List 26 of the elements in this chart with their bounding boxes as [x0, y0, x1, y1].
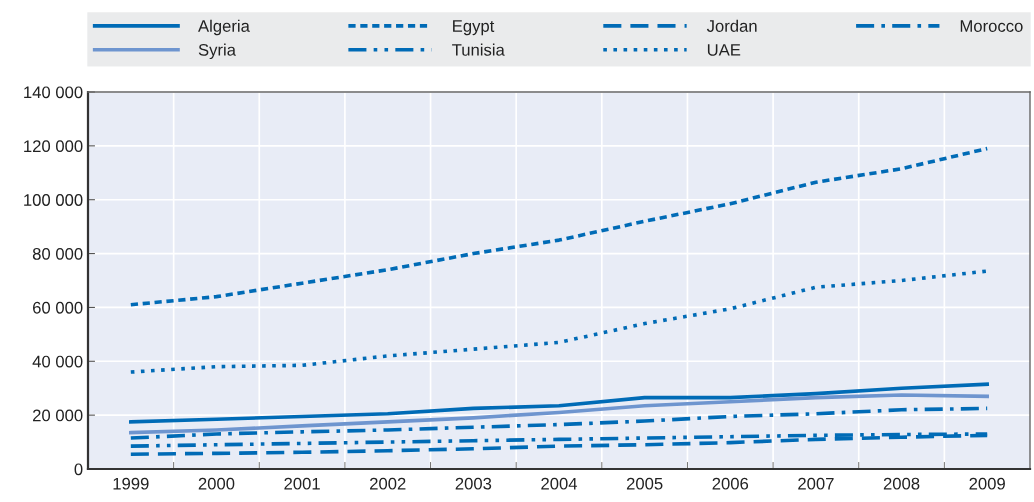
legend-label: UAE [707, 44, 741, 56]
x-tick-label: 2000 [198, 477, 235, 490]
x-tick-label: 2004 [541, 477, 578, 490]
x-tick-label: 2009 [969, 477, 1005, 490]
y-tick-label: 40 000 [32, 355, 83, 368]
legend-label: Jordan [706, 19, 757, 32]
y-tick-label: 60 000 [33, 301, 83, 314]
legend-label: Egypt [453, 20, 495, 36]
x-tick-label: 2003 [455, 477, 492, 490]
y-tick-label: 80 000 [32, 247, 83, 260]
x-tick-label: 2007 [798, 477, 834, 490]
legend-label: Algeria [198, 19, 250, 36]
x-tick-label: 2006 [712, 477, 749, 490]
x-tick-label: 2001 [284, 477, 320, 490]
x-tick-label: 1999 [113, 477, 149, 490]
legend-label: Tunisia [452, 43, 505, 56]
x-tick-label: 2008 [883, 477, 920, 490]
y-tick-label: 120 000 [24, 140, 83, 153]
legend-label: Morocco [960, 20, 1023, 32]
y-tick-label: 140 000 [24, 86, 83, 99]
y-tick-label: 0 [74, 463, 83, 476]
x-tick-label: 2002 [370, 477, 406, 490]
legend-label: Syria [198, 43, 236, 60]
y-tick-label: 20 000 [33, 409, 83, 422]
x-tick-label: 2005 [626, 477, 663, 490]
y-tick-label: 100 000 [24, 194, 83, 206]
